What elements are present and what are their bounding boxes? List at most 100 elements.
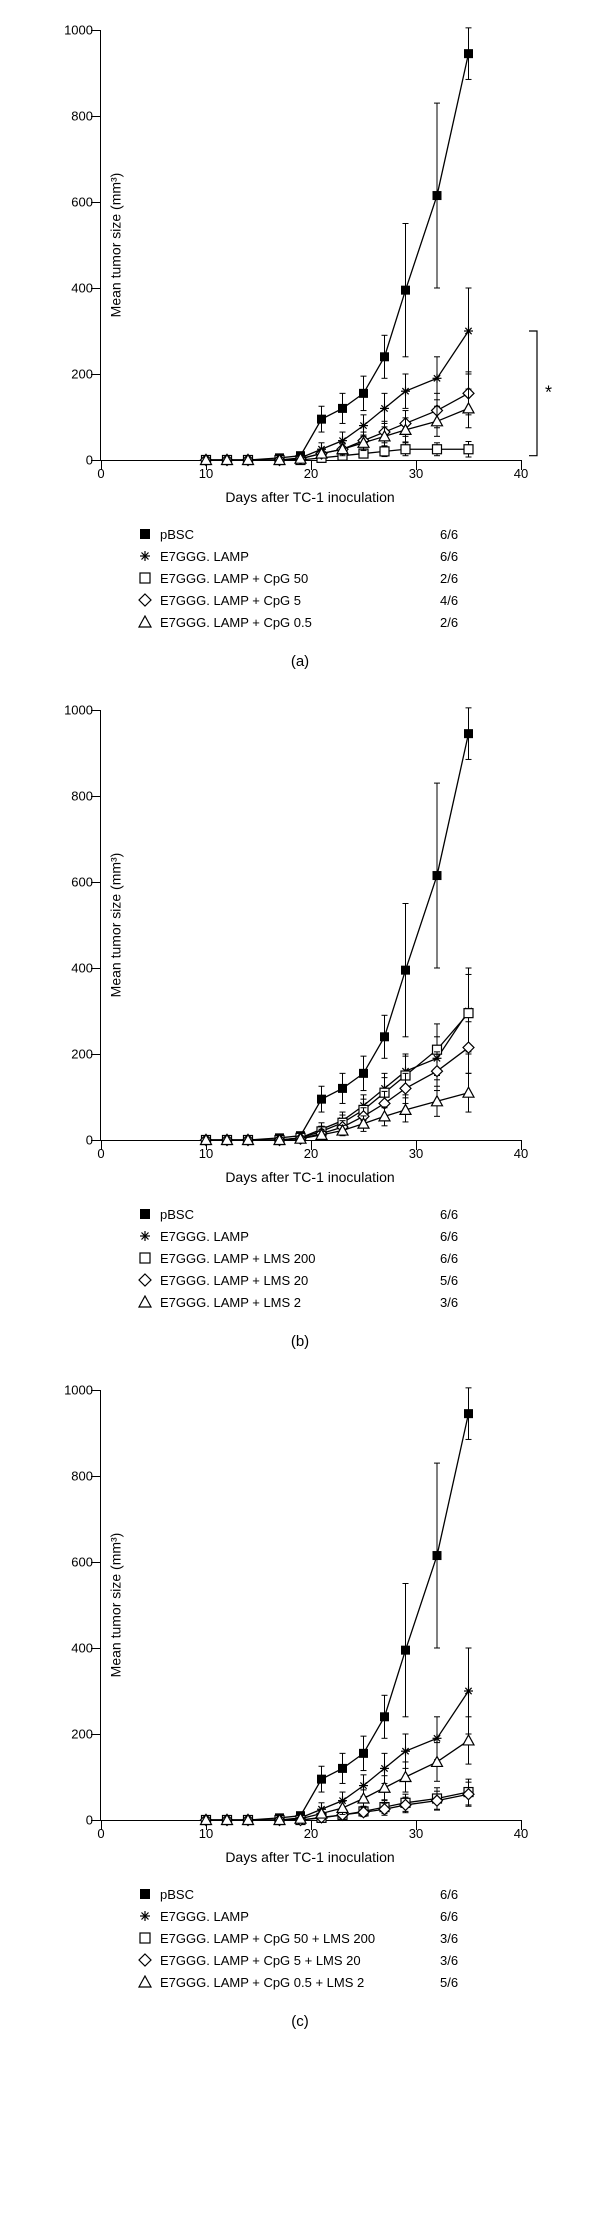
legend-label: E7GGG. LAMP bbox=[160, 1909, 440, 1924]
legend-label: E7GGG. LAMP + CpG 5 bbox=[160, 593, 440, 608]
legend-ratio: 3/6 bbox=[440, 1931, 480, 1946]
legend-row: E7GGG. LAMP6/6 bbox=[130, 1905, 570, 1927]
y-tick-label: 0 bbox=[86, 1813, 93, 1828]
legend-label: pBSC bbox=[160, 527, 440, 542]
x-tick-label: 20 bbox=[304, 1146, 318, 1161]
legend: pBSC6/6E7GGG. LAMP6/6E7GGG. LAMP + CpG 5… bbox=[130, 1883, 570, 1993]
y-tick-label: 800 bbox=[71, 109, 93, 124]
legend-label: E7GGG. LAMP + CpG 0.5 + LMS 2 bbox=[160, 1975, 440, 1990]
legend-ratio: 5/6 bbox=[440, 1273, 480, 1288]
y-tick-label: 400 bbox=[71, 281, 93, 296]
panel-letter: (c) bbox=[30, 2013, 570, 2030]
legend: pBSC6/6E7GGG. LAMP6/6E7GGG. LAMP + CpG 5… bbox=[130, 523, 570, 633]
x-tick-label: 0 bbox=[97, 466, 104, 481]
legend-marker-icon bbox=[130, 1229, 160, 1243]
legend-row: pBSC6/6 bbox=[130, 1883, 570, 1905]
legend-row: E7GGG. LAMP + CpG 54/6 bbox=[130, 589, 570, 611]
legend-ratio: 6/6 bbox=[440, 527, 480, 542]
x-tick-label: 10 bbox=[199, 1826, 213, 1841]
legend-label: E7GGG. LAMP bbox=[160, 549, 440, 564]
y-tick-label: 0 bbox=[86, 1133, 93, 1148]
legend-label: E7GGG. LAMP + CpG 50 bbox=[160, 571, 440, 586]
y-tick-label: 0 bbox=[86, 453, 93, 468]
legend-ratio: 4/6 bbox=[440, 593, 480, 608]
y-tick-label: 200 bbox=[71, 1047, 93, 1062]
y-tick-label: 400 bbox=[71, 1641, 93, 1656]
y-tick-label: 800 bbox=[71, 1469, 93, 1484]
legend-ratio: 6/6 bbox=[440, 1207, 480, 1222]
y-tick-label: 600 bbox=[71, 875, 93, 890]
legend-marker-icon bbox=[130, 1931, 160, 1945]
legend-label: E7GGG. LAMP + LMS 2 bbox=[160, 1295, 440, 1310]
y-tick-label: 1000 bbox=[64, 703, 93, 718]
legend-row: E7GGG. LAMP6/6 bbox=[130, 1225, 570, 1247]
legend-marker-icon bbox=[130, 1909, 160, 1923]
legend-ratio: 6/6 bbox=[440, 1229, 480, 1244]
chart-area: Mean tumor size (mm³)0200400600800100001… bbox=[100, 710, 521, 1141]
legend-label: pBSC bbox=[160, 1887, 440, 1902]
x-axis-label: Days after TC-1 inoculation bbox=[100, 1169, 520, 1185]
legend-ratio: 6/6 bbox=[440, 1909, 480, 1924]
legend-label: E7GGG. LAMP + LMS 200 bbox=[160, 1251, 440, 1266]
legend-marker-icon bbox=[130, 1273, 160, 1287]
legend-row: E7GGG. LAMP + CpG 502/6 bbox=[130, 567, 570, 589]
legend-marker-icon bbox=[130, 615, 160, 629]
x-tick-label: 40 bbox=[514, 466, 528, 481]
panel-letter: (b) bbox=[30, 1333, 570, 1350]
legend-marker-icon bbox=[130, 1207, 160, 1221]
legend-label: E7GGG. LAMP + CpG 50 + LMS 200 bbox=[160, 1931, 440, 1946]
x-tick-label: 30 bbox=[409, 1826, 423, 1841]
figure-panel: Mean tumor size (mm³)0200400600800100001… bbox=[0, 680, 600, 1360]
y-tick-label: 600 bbox=[71, 195, 93, 210]
legend-marker-icon bbox=[130, 593, 160, 607]
legend-label: E7GGG. LAMP + CpG 0.5 bbox=[160, 615, 440, 630]
legend-ratio: 6/6 bbox=[440, 1887, 480, 1902]
legend-marker-icon bbox=[130, 1887, 160, 1901]
y-tick-label: 400 bbox=[71, 961, 93, 976]
legend-row: E7GGG. LAMP + LMS 2006/6 bbox=[130, 1247, 570, 1269]
legend-marker-icon bbox=[130, 1251, 160, 1265]
x-tick-label: 0 bbox=[97, 1826, 104, 1841]
svg-text:*: * bbox=[545, 382, 552, 402]
panel-letter: (a) bbox=[30, 653, 570, 670]
legend-row: E7GGG. LAMP6/6 bbox=[130, 545, 570, 567]
plot-svg bbox=[101, 1390, 521, 1820]
x-axis-label: Days after TC-1 inoculation bbox=[100, 489, 520, 505]
figure-panel: Mean tumor size (mm³)0200400600800100001… bbox=[0, 1360, 600, 2040]
y-tick-label: 200 bbox=[71, 1727, 93, 1742]
plot-svg bbox=[101, 710, 521, 1140]
figure-panel: Mean tumor size (mm³)0200400600800100001… bbox=[0, 0, 600, 680]
x-tick-label: 30 bbox=[409, 466, 423, 481]
x-tick-label: 40 bbox=[514, 1146, 528, 1161]
chart-area: Mean tumor size (mm³)0200400600800100001… bbox=[100, 30, 521, 461]
legend-row: E7GGG. LAMP + CpG 5 + LMS 203/6 bbox=[130, 1949, 570, 1971]
x-tick-label: 20 bbox=[304, 1826, 318, 1841]
legend-row: E7GGG. LAMP + LMS 23/6 bbox=[130, 1291, 570, 1313]
legend-ratio: 2/6 bbox=[440, 615, 480, 630]
x-tick-label: 20 bbox=[304, 466, 318, 481]
legend-row: E7GGG. LAMP + CpG 50 + LMS 2003/6 bbox=[130, 1927, 570, 1949]
significance-bracket: * bbox=[101, 30, 561, 460]
y-tick-label: 1000 bbox=[64, 23, 93, 38]
legend-ratio: 3/6 bbox=[440, 1295, 480, 1310]
x-tick-label: 0 bbox=[97, 1146, 104, 1161]
x-tick-label: 30 bbox=[409, 1146, 423, 1161]
legend-marker-icon bbox=[130, 527, 160, 541]
legend-label: E7GGG. LAMP bbox=[160, 1229, 440, 1244]
legend-marker-icon bbox=[130, 549, 160, 563]
legend-label: E7GGG. LAMP + CpG 5 + LMS 20 bbox=[160, 1953, 440, 1968]
legend-ratio: 6/6 bbox=[440, 549, 480, 564]
legend-row: E7GGG. LAMP + CpG 0.52/6 bbox=[130, 611, 570, 633]
chart-area: Mean tumor size (mm³)0200400600800100001… bbox=[100, 1390, 521, 1821]
y-tick-label: 1000 bbox=[64, 1383, 93, 1398]
legend-label: pBSC bbox=[160, 1207, 440, 1222]
legend-ratio: 6/6 bbox=[440, 1251, 480, 1266]
legend-ratio: 5/6 bbox=[440, 1975, 480, 1990]
legend-label: E7GGG. LAMP + LMS 20 bbox=[160, 1273, 440, 1288]
x-tick-label: 40 bbox=[514, 1826, 528, 1841]
legend-row: E7GGG. LAMP + LMS 205/6 bbox=[130, 1269, 570, 1291]
y-tick-label: 800 bbox=[71, 789, 93, 804]
legend: pBSC6/6E7GGG. LAMP6/6E7GGG. LAMP + LMS 2… bbox=[130, 1203, 570, 1313]
legend-marker-icon bbox=[130, 571, 160, 585]
x-axis-label: Days after TC-1 inoculation bbox=[100, 1849, 520, 1865]
